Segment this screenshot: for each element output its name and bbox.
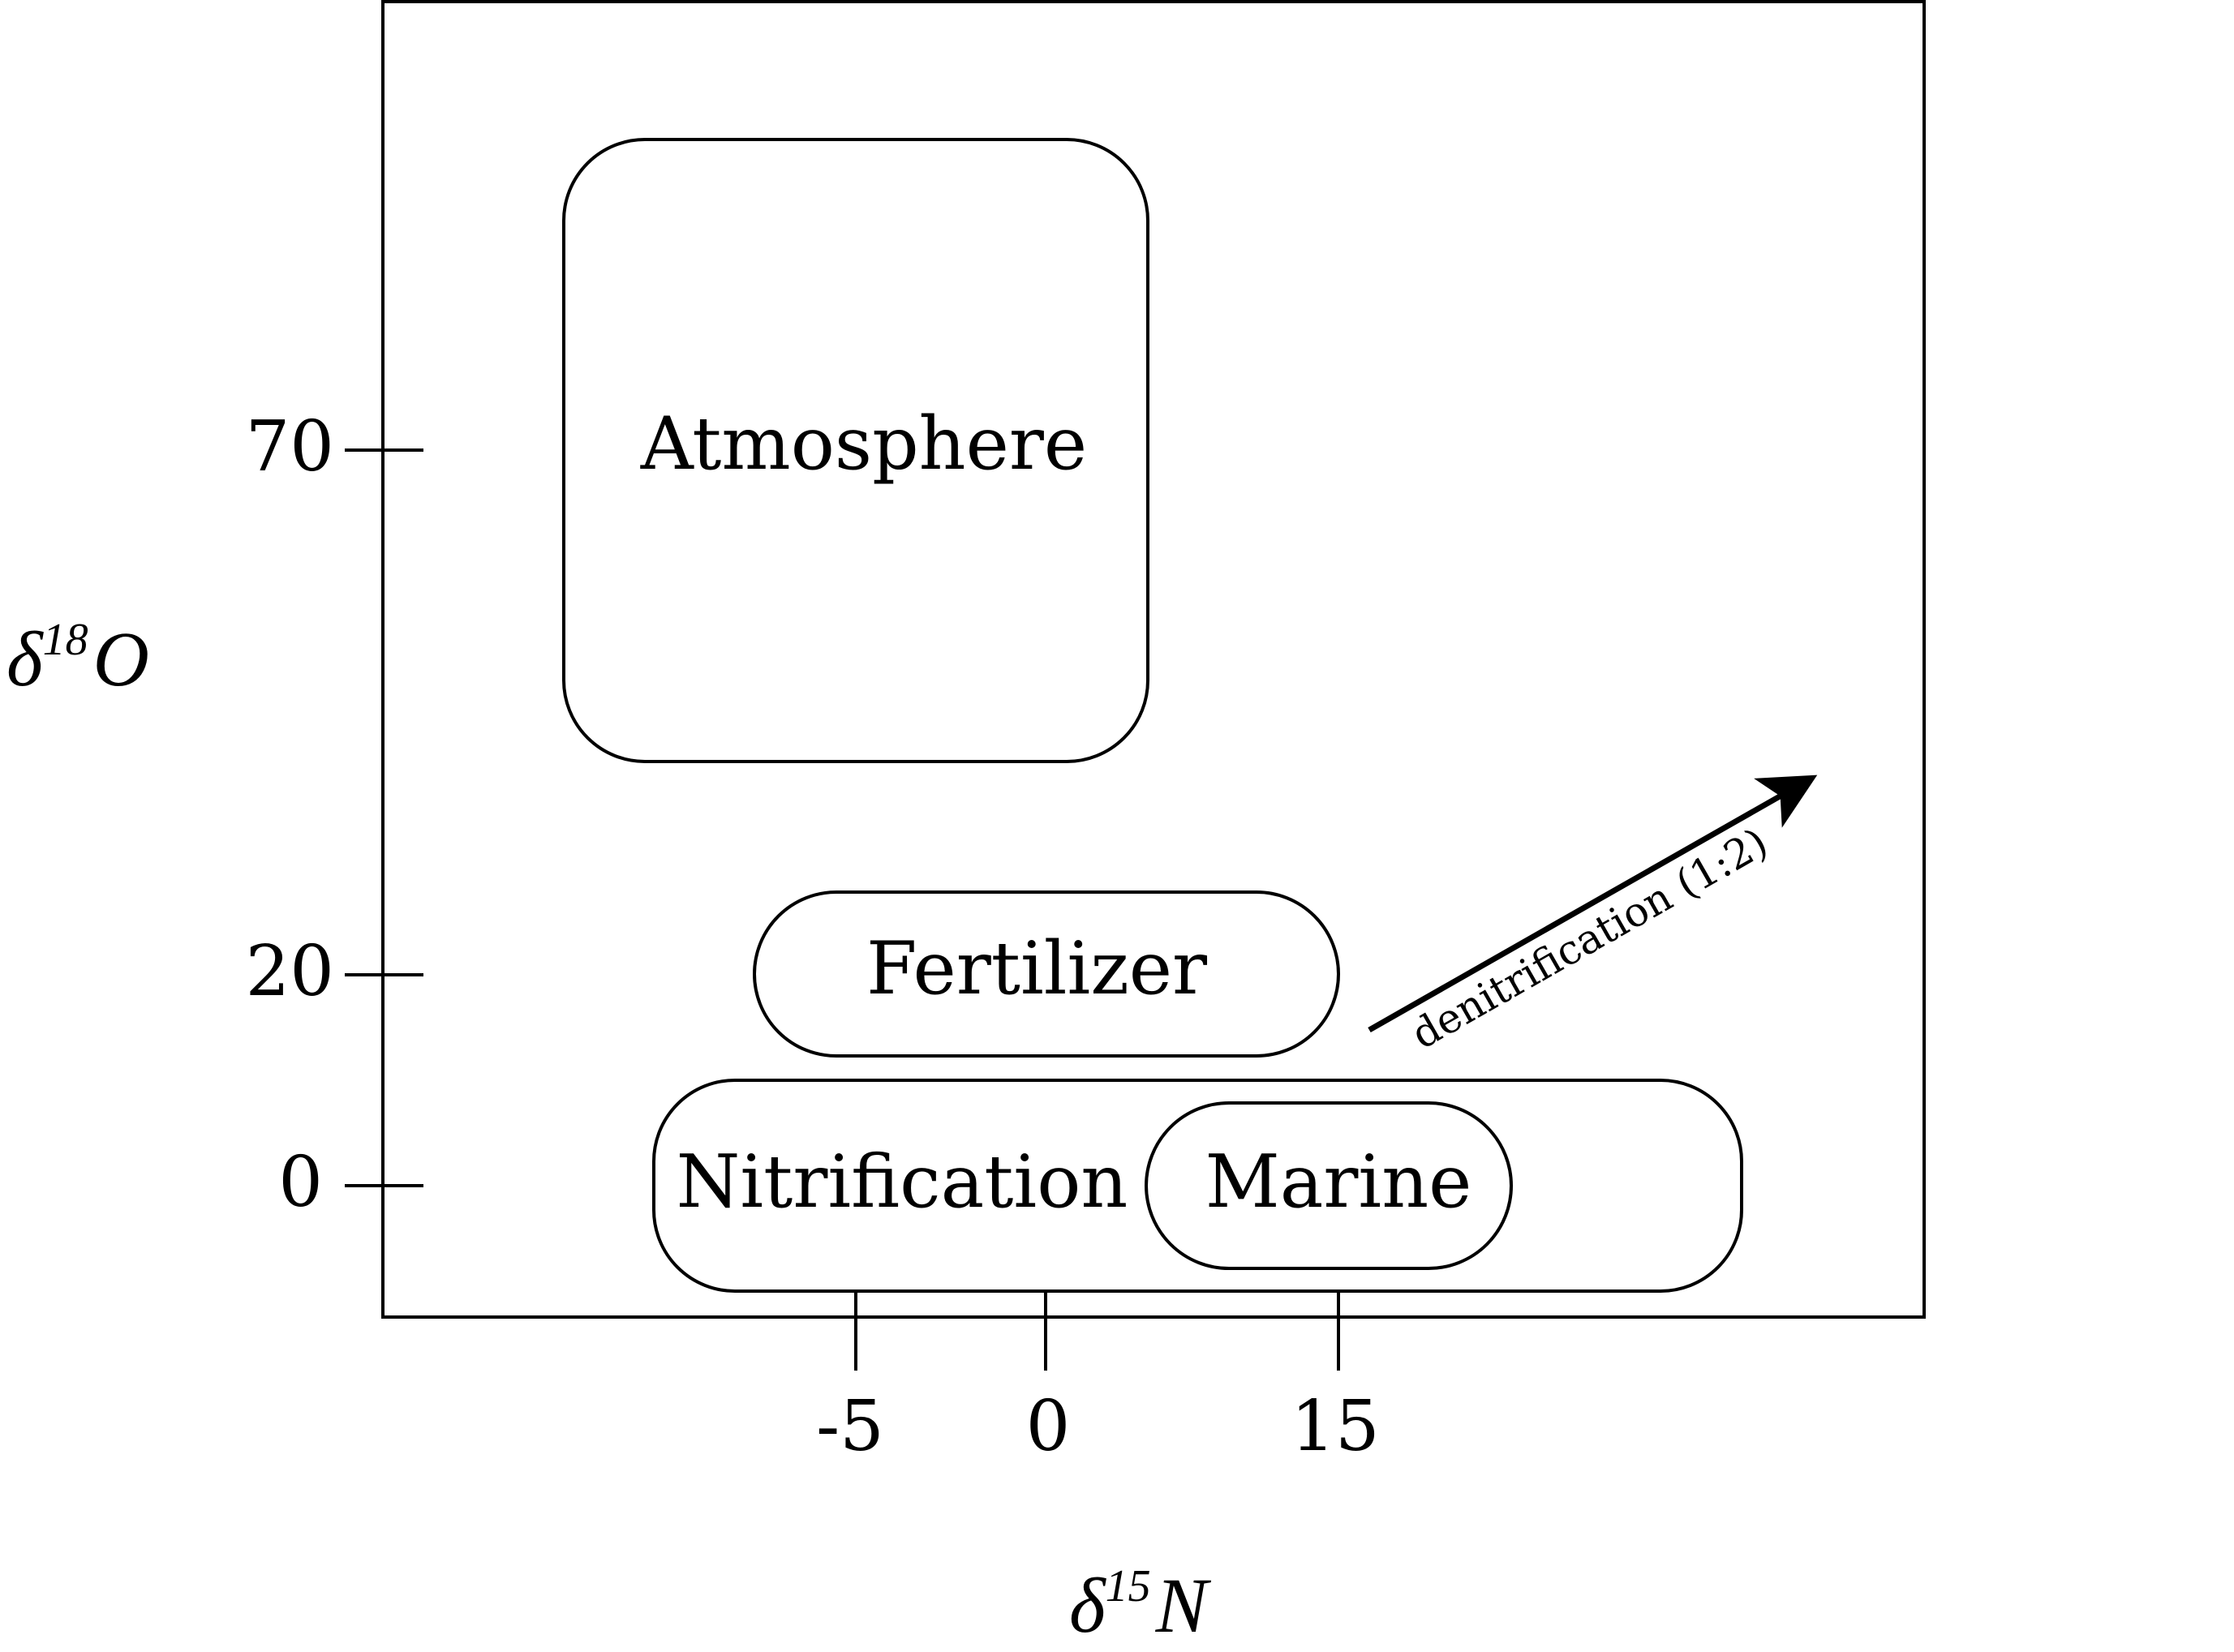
x-axis-label-letter: N [1155, 1562, 1212, 1649]
y-axis-label: δ18O [6, 615, 149, 702]
y-axis-label-letter: O [93, 616, 149, 702]
x-tick-minus5-label: -5 [816, 1386, 884, 1467]
marine-region [1145, 1101, 1513, 1270]
atmosphere-label: Atmosphere [640, 401, 1087, 487]
x-tick-15-label: 15 [1291, 1386, 1379, 1467]
denitrification-label: denitrification (1:2) [1403, 818, 1775, 1058]
nitrification-label: Nitrification [677, 1139, 1128, 1225]
plot-frame [381, 0, 1926, 1319]
y-axis-label-superscript: 18 [43, 615, 88, 665]
nitrification-region [652, 1079, 1743, 1293]
marine-label: Marine [1205, 1139, 1472, 1225]
y-tick-20-label: 20 [246, 931, 334, 1012]
x-axis-label-superscript: 15 [1106, 1561, 1151, 1611]
y-axis-label-symbol: δ [6, 616, 44, 702]
y-tick-70-label: 70 [246, 406, 334, 487]
x-axis-label: δ15N [1069, 1561, 1212, 1649]
y-tick-0-label: 0 [278, 1142, 323, 1223]
denitrification-arrow [1368, 775, 1818, 1033]
atmosphere-region [562, 138, 1149, 763]
x-axis-label-symbol: δ [1069, 1562, 1106, 1649]
fertilizer-region [753, 890, 1340, 1058]
fertilizer-label: Fertilizer [866, 926, 1208, 1011]
x-tick-0-label: 0 [1026, 1386, 1071, 1467]
